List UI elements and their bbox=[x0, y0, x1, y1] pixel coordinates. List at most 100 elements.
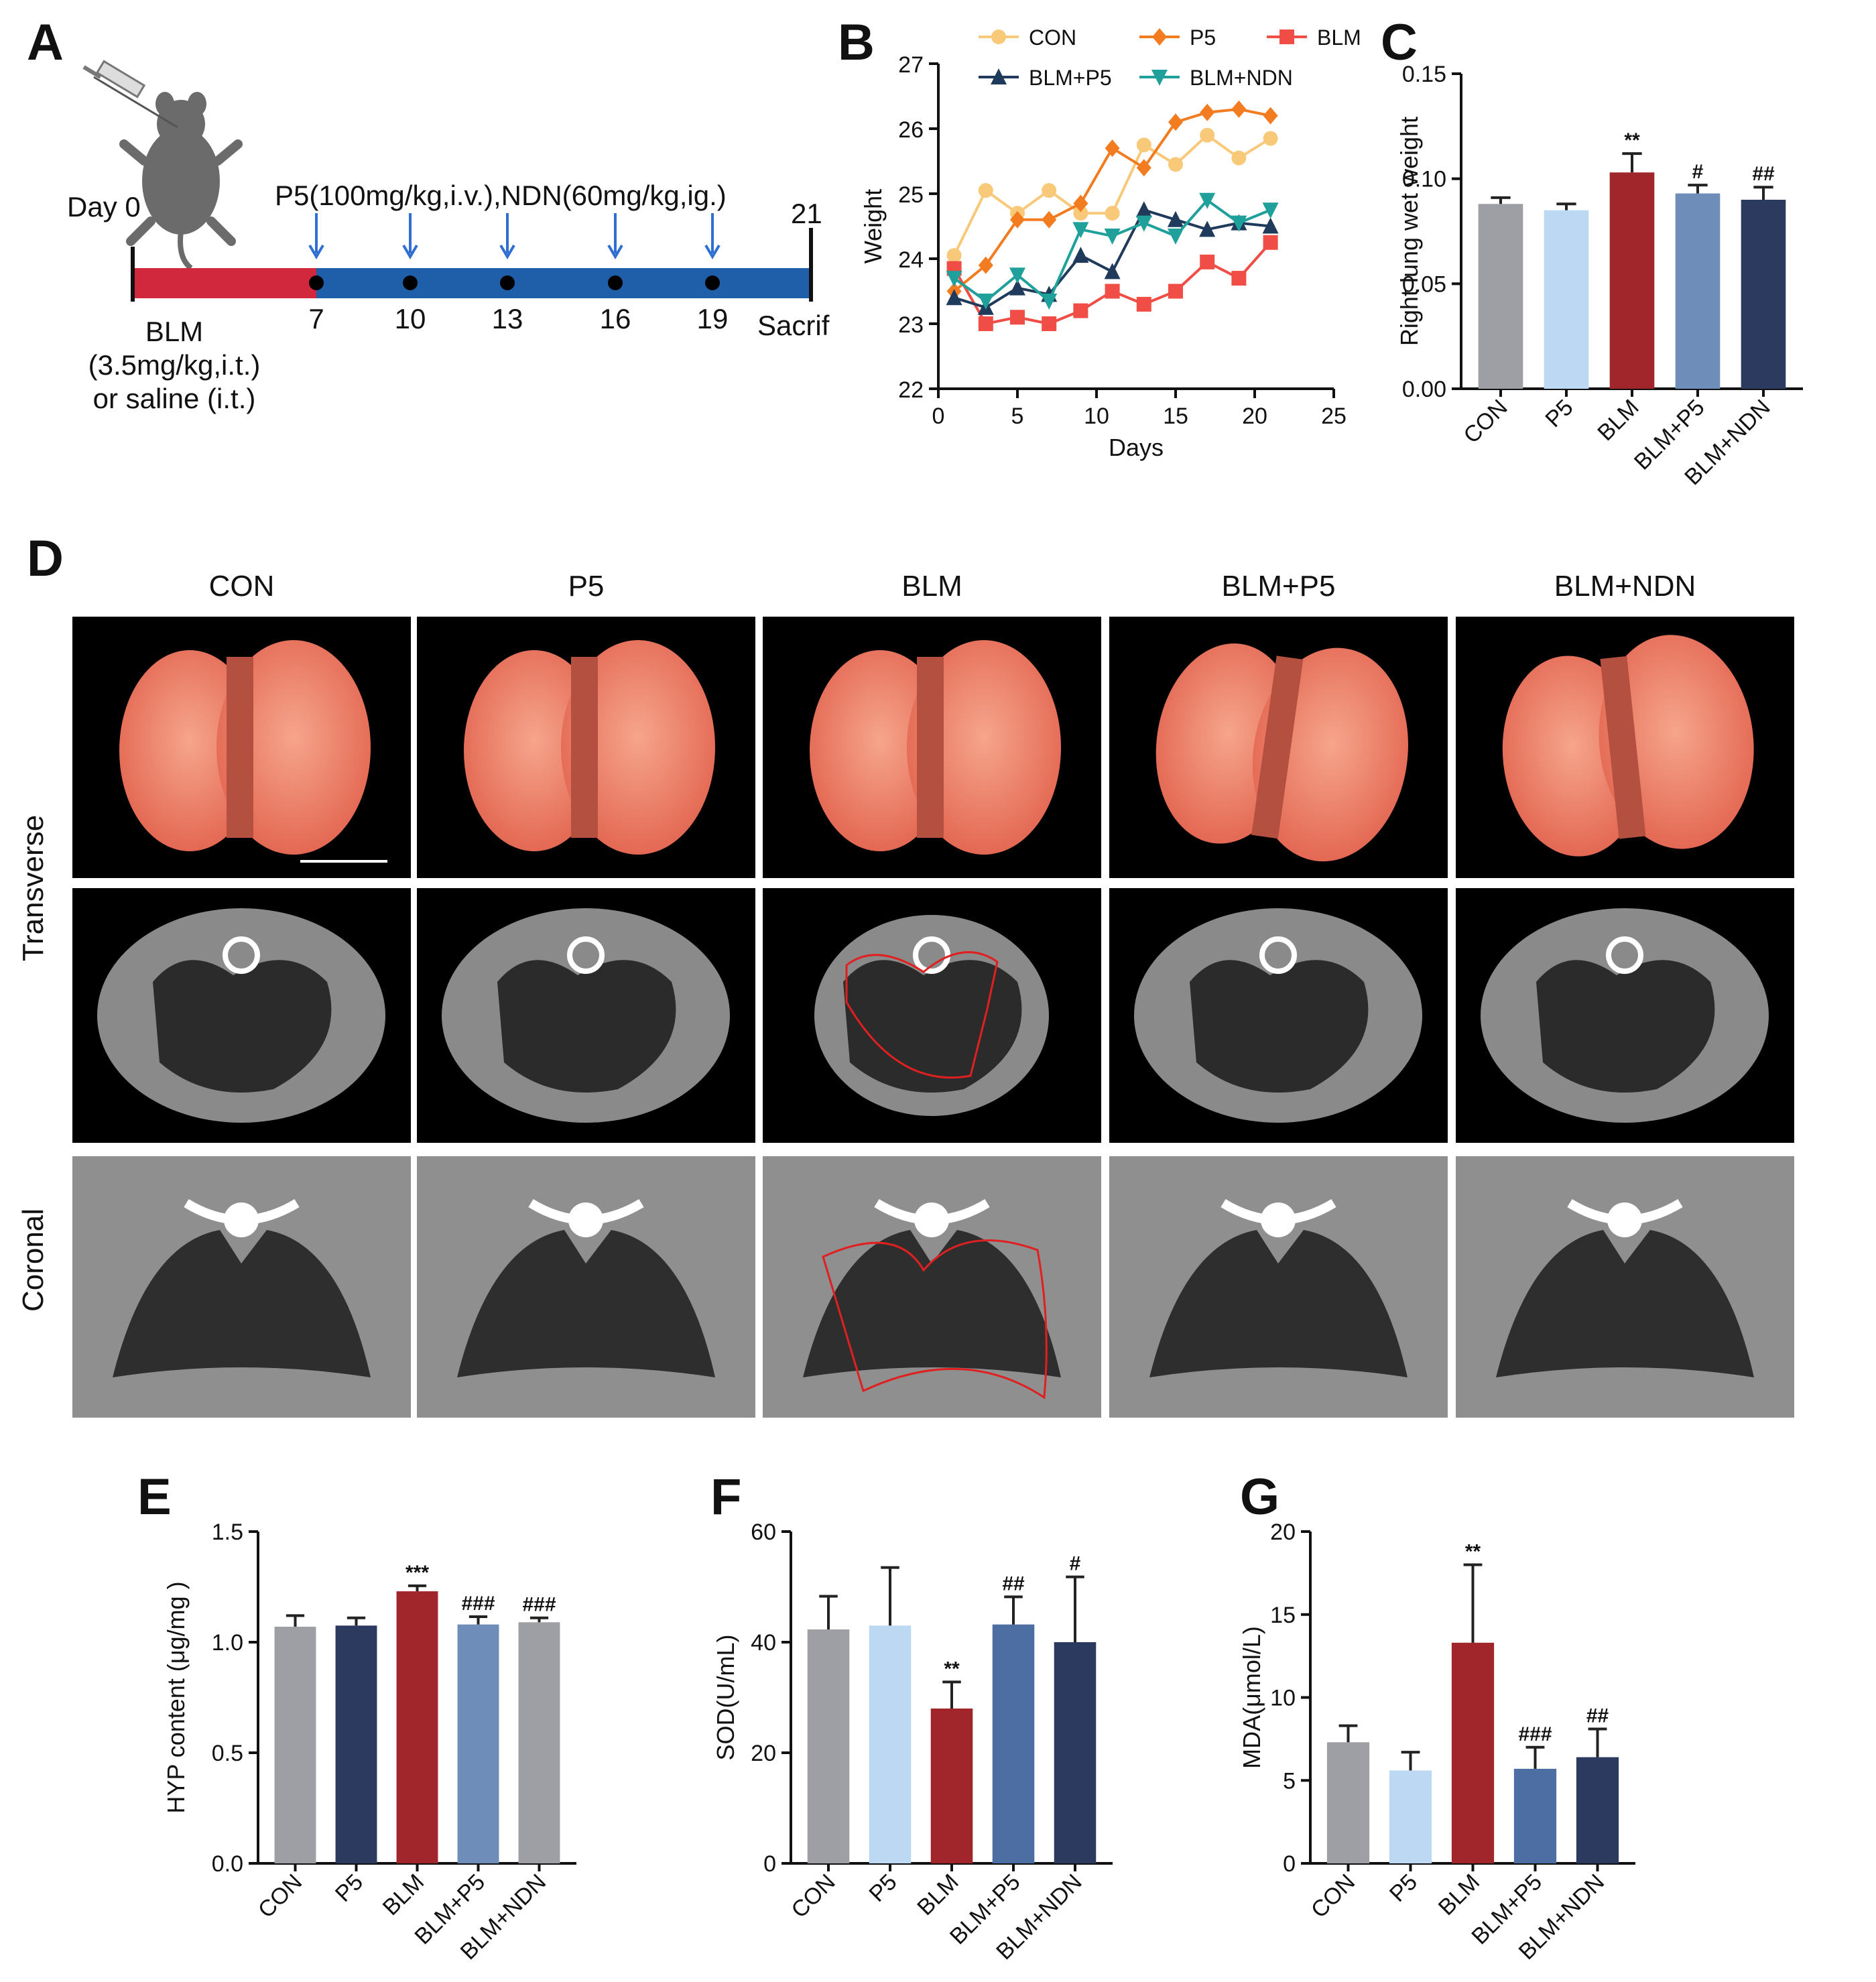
significance-label: ** bbox=[1465, 1541, 1481, 1563]
y-tick-label: 0 bbox=[1283, 1851, 1296, 1877]
bar-p5: P5 bbox=[1385, 1751, 1432, 1907]
bar bbox=[1478, 204, 1523, 389]
ct-coronal-scan bbox=[417, 1156, 755, 1418]
coronal-ct-blm-p5 bbox=[1109, 1156, 1448, 1418]
significance-label: ** bbox=[944, 1658, 960, 1680]
data-point bbox=[1168, 284, 1183, 299]
sacrifice-label: Sacrifice bbox=[757, 310, 831, 341]
data-point bbox=[1279, 29, 1294, 44]
data-point bbox=[978, 183, 993, 198]
data-point bbox=[1073, 206, 1088, 221]
data-point bbox=[1136, 296, 1151, 312]
ct-coronal-scan bbox=[72, 1156, 411, 1418]
y-axis-label: SOD(U/mL) bbox=[712, 1635, 739, 1761]
data-point bbox=[1199, 221, 1216, 237]
data-point bbox=[977, 294, 994, 310]
data-point bbox=[1010, 210, 1025, 229]
panel-label-e: E bbox=[137, 1469, 172, 1526]
bar bbox=[1389, 1770, 1432, 1863]
y-axis-label: MDA(μmol/L) bbox=[1238, 1626, 1265, 1769]
blm-dose-text: BLM (3.5mg/kg,i.t.) or saline (i.t.) bbox=[60, 315, 288, 416]
y-tick-label: 5 bbox=[1283, 1768, 1296, 1794]
bar bbox=[869, 1625, 912, 1863]
timepoint-label: 7 bbox=[308, 303, 324, 334]
bar-con: CON bbox=[1458, 196, 1523, 448]
blm-phase-bar bbox=[133, 268, 316, 298]
hyp-bar-chart: 0.0 0.5 1.0 1.5 HYP content (μg/mg ) CON P5 ***… bbox=[162, 1520, 576, 1965]
y-tick-label: 0.05 bbox=[1402, 271, 1446, 297]
timepoint-label: 13 bbox=[491, 303, 523, 334]
x-tick-label: 5 bbox=[1011, 404, 1024, 429]
transverse-ct-con bbox=[72, 888, 411, 1143]
blm-line2: (3.5mg/kg,i.t.) bbox=[88, 349, 261, 381]
significance-label: ## bbox=[1586, 1705, 1609, 1727]
data-point bbox=[1168, 157, 1183, 172]
arrow-head bbox=[607, 244, 623, 259]
x-tick-label: 25 bbox=[1321, 404, 1347, 429]
ct-transverse-scan bbox=[442, 908, 730, 1123]
category-label: CON bbox=[786, 1869, 840, 1923]
y-tick-label: 0.10 bbox=[1402, 167, 1446, 192]
data-point bbox=[1072, 222, 1089, 239]
mouse-icon bbox=[119, 92, 243, 271]
y-tick-label: 27 bbox=[898, 52, 924, 78]
data-point bbox=[1010, 310, 1025, 325]
y-tick-label: 0.5 bbox=[212, 1741, 243, 1766]
data-point bbox=[978, 316, 993, 331]
significance-label: ### bbox=[1518, 1723, 1552, 1745]
arrow-head bbox=[308, 244, 324, 259]
data-point bbox=[1073, 194, 1088, 212]
data-point bbox=[1105, 139, 1120, 158]
bar bbox=[1326, 1742, 1370, 1863]
panel-label-g: G bbox=[1240, 1469, 1280, 1526]
coronal-ct-blm-ndn bbox=[1456, 1156, 1794, 1418]
ct-transverse-scan bbox=[1134, 908, 1422, 1123]
series-p5 bbox=[946, 100, 1278, 300]
category-label: BLM bbox=[378, 1869, 429, 1920]
significance-label: ## bbox=[1752, 163, 1775, 185]
timepoint-dot bbox=[608, 275, 623, 290]
significance-label: ### bbox=[461, 1593, 495, 1615]
data-point bbox=[1262, 217, 1279, 234]
bar bbox=[1513, 1768, 1557, 1863]
data-point bbox=[1262, 202, 1279, 219]
category-label: CON bbox=[1458, 395, 1512, 448]
significance-label: ** bbox=[1624, 129, 1640, 151]
data-point bbox=[1231, 215, 1247, 232]
blm-line1: BLM bbox=[145, 316, 204, 347]
timepoint-label: 16 bbox=[599, 303, 631, 334]
data-point bbox=[1136, 137, 1151, 153]
transverse-ct-blm bbox=[763, 888, 1101, 1143]
category-label: P5 bbox=[1540, 395, 1578, 432]
data-point bbox=[1072, 247, 1089, 263]
y-tick-label: 0.0 bbox=[212, 1851, 243, 1877]
category-label: BLM bbox=[1434, 1869, 1485, 1920]
column-header: BLM+P5 bbox=[1221, 570, 1336, 603]
bar bbox=[807, 1629, 850, 1863]
arrow-head bbox=[704, 244, 721, 259]
category-label: BLM bbox=[912, 1869, 963, 1920]
series-con bbox=[946, 127, 1278, 263]
bar bbox=[457, 1624, 499, 1863]
bar-con: CON bbox=[1306, 1724, 1370, 1923]
data-point bbox=[1104, 263, 1121, 280]
data-point bbox=[1042, 210, 1057, 229]
lung-photo bbox=[1155, 643, 1408, 862]
column-header: P5 bbox=[568, 570, 605, 603]
data-point bbox=[1231, 271, 1247, 286]
data-point bbox=[1168, 113, 1183, 131]
data-point bbox=[1135, 201, 1152, 218]
legend-label: P5 bbox=[1190, 25, 1216, 50]
category-label: P5 bbox=[864, 1869, 901, 1907]
data-point bbox=[1009, 279, 1025, 296]
data-point bbox=[1105, 284, 1120, 299]
bar-con: CON bbox=[253, 1614, 316, 1923]
data-point bbox=[991, 29, 1006, 44]
category-label: P5 bbox=[330, 1869, 368, 1907]
treatment-phase-bar bbox=[316, 268, 811, 298]
coronal-ct-blm bbox=[763, 1156, 1101, 1418]
panel-label-b: B bbox=[838, 14, 875, 71]
bar bbox=[992, 1624, 1035, 1863]
coronal-ct-con bbox=[72, 1156, 411, 1418]
